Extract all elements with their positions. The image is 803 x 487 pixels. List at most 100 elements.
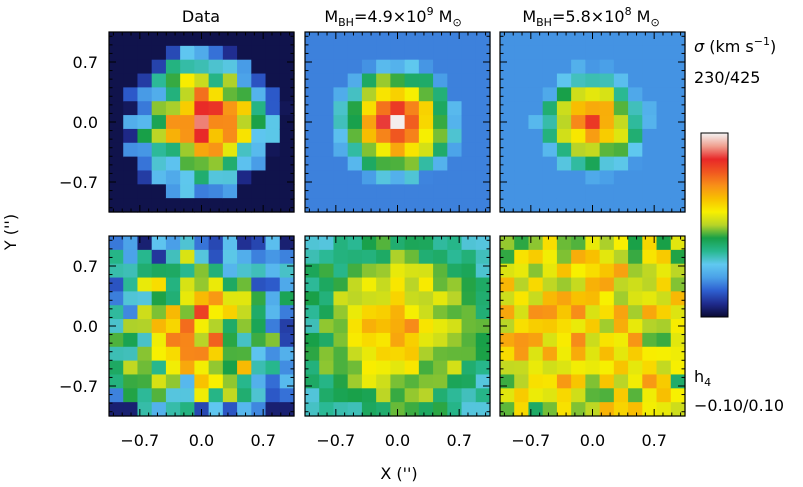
map-cell bbox=[418, 332, 434, 348]
map-cell bbox=[613, 142, 629, 158]
map-cell bbox=[670, 277, 686, 292]
map-cell bbox=[585, 156, 601, 172]
map-cell bbox=[194, 45, 210, 61]
map-cell bbox=[279, 184, 295, 199]
map-cell bbox=[461, 73, 477, 88]
map-cell bbox=[599, 374, 615, 389]
map-cell bbox=[109, 184, 124, 199]
map-cell bbox=[500, 128, 515, 144]
map-cell bbox=[475, 156, 491, 172]
map-cell bbox=[404, 184, 420, 199]
map-cell bbox=[585, 249, 601, 265]
map-cell bbox=[500, 319, 515, 334]
map-cell bbox=[180, 332, 195, 348]
map-cell bbox=[180, 184, 195, 199]
map-cell bbox=[613, 277, 629, 292]
map-cell bbox=[305, 291, 320, 306]
map-cell bbox=[165, 32, 181, 47]
panel-h4-data bbox=[108, 235, 295, 417]
map-cell bbox=[333, 32, 349, 47]
map-cell bbox=[642, 156, 658, 172]
map-cell bbox=[447, 101, 463, 116]
map-cell bbox=[404, 142, 420, 158]
map-cell bbox=[305, 332, 320, 348]
map-cell bbox=[376, 59, 391, 75]
map-cell bbox=[376, 170, 391, 185]
map-cell bbox=[642, 402, 658, 417]
map-cell bbox=[475, 332, 491, 348]
map-cell bbox=[151, 115, 167, 130]
map-cell bbox=[585, 115, 601, 130]
map-cell bbox=[305, 45, 320, 61]
map-cell bbox=[237, 346, 252, 362]
map-cell bbox=[514, 236, 530, 251]
map-cell bbox=[305, 319, 320, 334]
map-cell bbox=[361, 45, 377, 61]
map-cell bbox=[656, 115, 672, 130]
map-cell bbox=[376, 374, 391, 389]
map-cell bbox=[556, 319, 572, 334]
map-cell bbox=[361, 388, 377, 403]
map-cell bbox=[528, 263, 544, 279]
map-cell bbox=[151, 101, 167, 116]
map-cell bbox=[542, 332, 558, 348]
map-cell bbox=[194, 87, 210, 102]
map-cell bbox=[390, 374, 406, 389]
map-cell bbox=[670, 402, 686, 417]
map-cell bbox=[237, 263, 252, 279]
map-cell bbox=[613, 156, 629, 172]
map-cell bbox=[123, 59, 139, 75]
map-cell bbox=[514, 402, 530, 417]
map-cell bbox=[418, 360, 434, 376]
map-cell bbox=[333, 277, 349, 292]
map-cell bbox=[585, 388, 601, 403]
map-cell bbox=[556, 249, 572, 265]
map-cell bbox=[251, 360, 267, 376]
map-cell bbox=[514, 374, 530, 389]
map-cell bbox=[447, 198, 463, 213]
map-cell bbox=[376, 73, 391, 88]
map-cell bbox=[265, 32, 281, 47]
map-cell bbox=[222, 374, 238, 389]
map-cell bbox=[670, 249, 686, 265]
map-cell bbox=[151, 142, 167, 158]
map-cell bbox=[194, 115, 210, 130]
map-cell bbox=[333, 360, 349, 376]
map-cell bbox=[461, 332, 477, 348]
map-cell bbox=[222, 156, 238, 172]
map-cell bbox=[613, 45, 629, 61]
map-cell bbox=[165, 87, 181, 102]
map-cell bbox=[222, 170, 238, 185]
map-cell bbox=[656, 156, 672, 172]
map-cell bbox=[585, 45, 601, 61]
map-cell bbox=[613, 32, 629, 47]
map-cell bbox=[642, 32, 658, 47]
map-cell bbox=[404, 87, 420, 102]
map-cell bbox=[251, 45, 267, 61]
map-cell bbox=[585, 32, 601, 47]
map-cell bbox=[514, 170, 530, 185]
map-cell bbox=[222, 305, 238, 320]
map-cell bbox=[333, 170, 349, 185]
map-cell bbox=[418, 59, 434, 75]
map-cell bbox=[670, 388, 686, 403]
map-cell bbox=[347, 73, 363, 88]
map-cell bbox=[319, 346, 335, 362]
map-cell bbox=[556, 156, 572, 172]
map-cell bbox=[361, 59, 377, 75]
map-cell bbox=[165, 73, 181, 88]
map-cell bbox=[165, 305, 181, 320]
map-cell bbox=[194, 170, 210, 185]
map-cell bbox=[222, 101, 238, 116]
map-cell bbox=[500, 402, 515, 417]
map-cell bbox=[585, 319, 601, 334]
map-cell bbox=[151, 277, 167, 292]
map-cell bbox=[347, 198, 363, 213]
map-cell bbox=[433, 170, 448, 185]
map-cell bbox=[237, 291, 252, 306]
map-cell bbox=[628, 128, 643, 144]
map-cell bbox=[461, 32, 477, 47]
map-cell bbox=[404, 319, 420, 334]
map-cell bbox=[461, 45, 477, 61]
map-cell bbox=[305, 128, 320, 144]
